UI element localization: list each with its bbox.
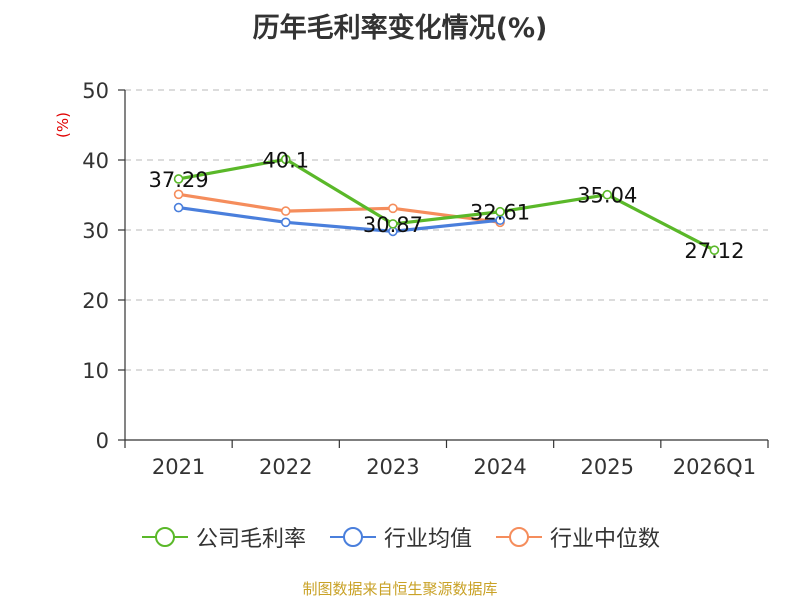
- data-point: [173, 174, 184, 184]
- legend-item[interactable]: 行业均值: [328, 521, 472, 553]
- y-tick-label: 50: [82, 79, 109, 103]
- data-label: 30.87: [363, 213, 423, 237]
- data-label: 37.29: [149, 168, 209, 192]
- data-point: [280, 154, 291, 165]
- series-lines: [173, 154, 720, 255]
- data-label: 27.12: [684, 239, 744, 263]
- legend-swatch-icon: [141, 527, 188, 547]
- legend: 公司毛利率 行业均值 行业中位数: [0, 520, 800, 554]
- x-tick-label: 2021: [152, 455, 205, 479]
- data-label: 40.1: [262, 148, 309, 172]
- data-point: [388, 219, 398, 229]
- legend-swatch-icon: [329, 527, 376, 547]
- series-line: [178, 157, 716, 252]
- legend-label: 行业均值: [383, 527, 472, 552]
- chart-title: 历年毛利率变化情况(%): [252, 13, 548, 44]
- x-tick-label: 2024: [473, 455, 526, 479]
- series-line: [178, 192, 501, 224]
- data-label: 35.04: [577, 184, 637, 208]
- y-tick-label: 40: [82, 149, 109, 173]
- data-point: [602, 189, 613, 200]
- legend-swatch-marker: [509, 527, 529, 547]
- y-tick-label: 10: [82, 359, 109, 383]
- data-point: [709, 245, 720, 255]
- series-line: [178, 206, 501, 233]
- y-tick-label: 30: [82, 219, 109, 243]
- y-tick-label: 20: [82, 289, 109, 313]
- data-point: [280, 206, 291, 216]
- x-tick-label: 2022: [259, 455, 312, 479]
- legend-swatch-icon: [496, 527, 542, 547]
- legend-swatch-marker: [154, 527, 175, 547]
- data-label: 32.61: [470, 201, 530, 225]
- legend-swatch-marker: [342, 527, 363, 547]
- axes: 0 10 20 30 40 50 2021 2022 2023 2024 2025 2026Q1: [82, 79, 769, 479]
- x-tick-label: 2023: [366, 455, 419, 479]
- grid-lines: [125, 89, 768, 371]
- data-labels: 37.29 40.1 30.87 32.61 35.04 27.12: [149, 148, 745, 263]
- legend-label: 公司毛利率: [195, 527, 306, 552]
- data-point: [173, 189, 184, 200]
- x-tick-label: 2025: [581, 455, 634, 479]
- data-point: [173, 202, 184, 213]
- x-tick-label: 2026Q1: [673, 455, 756, 479]
- data-point: [280, 217, 291, 228]
- source-note: 制图数据来自恒生聚源数据库: [302, 580, 498, 598]
- legend-item[interactable]: 公司毛利率: [140, 521, 306, 553]
- legend-label: 行业中位数: [550, 527, 661, 552]
- legend-item[interactable]: 行业中位数: [494, 521, 660, 553]
- data-point: [388, 203, 398, 214]
- line-chart: 0 10 20 30 40 50 2021 2022 2023 2024 2025 2026Q1 37…: [82, 79, 769, 479]
- data-point: [495, 206, 505, 217]
- y-tick-label: 0: [96, 429, 109, 453]
